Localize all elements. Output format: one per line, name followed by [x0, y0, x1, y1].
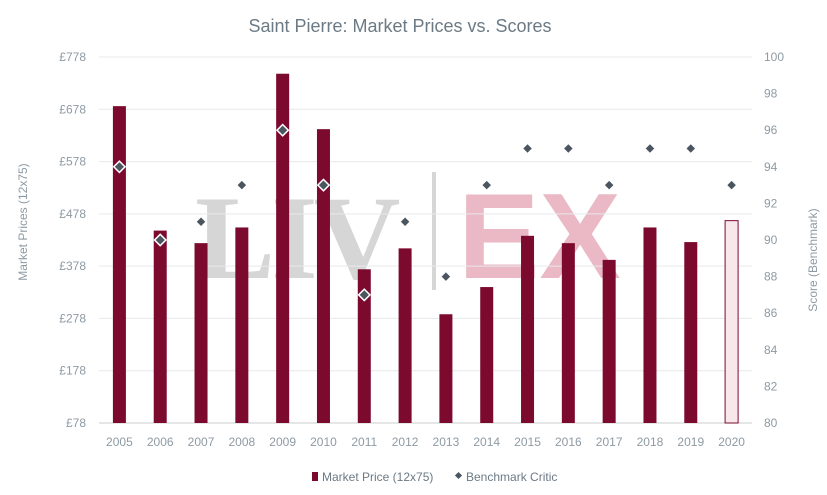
legend-swatch-market-price	[312, 472, 318, 481]
bar[interactable]	[643, 227, 657, 423]
chart-title: Saint Pierre: Market Prices vs. Scores	[248, 16, 551, 36]
score-point[interactable]	[153, 233, 167, 247]
x-tick-label: 2018	[637, 435, 664, 449]
right-tick-label: 88	[764, 270, 778, 284]
score-point[interactable]	[564, 144, 573, 153]
left-tick-label: £178	[59, 364, 86, 378]
right-axis-title: Score (Benchmark)	[806, 208, 820, 311]
score-point[interactable]	[482, 180, 491, 190]
right-tick-label: 100	[764, 50, 784, 64]
score-point[interactable]	[523, 144, 532, 153]
score-point[interactable]	[645, 144, 655, 153]
x-tick-label: 2006	[147, 435, 174, 449]
right-tick-label: 92	[764, 196, 778, 210]
right-tick-label: 84	[764, 343, 778, 357]
legend-label-benchmark-critic[interactable]: Benchmark Critic	[466, 470, 557, 484]
right-tick-label: 94	[764, 160, 778, 174]
bar[interactable]	[521, 235, 535, 423]
score-point[interactable]	[441, 272, 451, 281]
bar[interactable]	[194, 243, 208, 423]
score-point[interactable]	[400, 217, 410, 226]
score-point[interactable]	[275, 123, 290, 137]
right-tick-label: 98	[764, 87, 778, 101]
bar[interactable]	[724, 220, 739, 424]
x-tick-label: 2010	[310, 435, 337, 449]
bar[interactable]	[480, 287, 494, 423]
left-axis-title: Market Prices (12x75)	[16, 163, 30, 280]
bar[interactable]	[112, 106, 126, 424]
x-tick-label: 2017	[596, 435, 623, 449]
x-tick-label: 2011	[351, 435, 377, 449]
left-tick-label: £578	[59, 155, 86, 169]
bar[interactable]	[357, 269, 371, 423]
legend: Market Price (12x75) Benchmark Critic	[312, 470, 557, 484]
left-tick-label: £778	[59, 50, 86, 64]
x-tick-label: 2012	[392, 435, 419, 449]
bar[interactable]	[276, 73, 290, 423]
bar[interactable]	[439, 314, 453, 423]
bar-series	[112, 73, 739, 424]
bar[interactable]	[316, 129, 330, 423]
x-axis-ticks: 2005 2006 2007 2008 2009 2010 2011 2012 2013 2014…	[106, 435, 745, 449]
right-tick-label: 82	[764, 379, 778, 393]
score-point[interactable]	[686, 144, 696, 153]
x-tick-label: 2007	[188, 435, 215, 449]
grid	[99, 56, 752, 424]
left-tick-label: £678	[59, 102, 86, 116]
x-tick-label: 2020	[718, 435, 745, 449]
legend-swatch-benchmark-critic	[454, 471, 463, 480]
score-point[interactable]	[112, 160, 127, 174]
x-tick-label: 2009	[269, 435, 296, 449]
legend-label-market-price[interactable]: Market Price (12x75)	[322, 470, 433, 484]
liv-ex-watermark-logo: LIV EX	[195, 168, 621, 304]
left-axis-ticks: £78 £178 £278 £378 £478 £578 £678 £778	[59, 50, 86, 430]
bar[interactable]	[398, 248, 412, 423]
bar[interactable]	[235, 227, 249, 423]
x-tick-label: 2005	[106, 435, 133, 449]
bar[interactable]	[602, 259, 616, 423]
x-tick-label: 2016	[555, 435, 582, 449]
x-tick-label: 2015	[514, 435, 541, 449]
x-tick-label: 2014	[473, 435, 500, 449]
x-tick-label: 2019	[677, 435, 704, 449]
left-tick-label: £278	[59, 311, 86, 325]
right-tick-label: 86	[764, 306, 778, 320]
left-tick-label: £378	[59, 259, 86, 273]
left-tick-label: £478	[59, 207, 86, 221]
x-tick-label: 2008	[228, 435, 255, 449]
score-point[interactable]	[316, 178, 331, 192]
score-point[interactable]	[357, 288, 371, 302]
bar[interactable]	[684, 242, 698, 423]
score-point[interactable]	[237, 180, 247, 190]
right-tick-label: 96	[764, 123, 778, 137]
right-tick-label: 90	[764, 233, 778, 247]
bar[interactable]	[561, 243, 575, 423]
svg-text:EX: EX	[458, 168, 621, 304]
score-point[interactable]	[196, 217, 206, 226]
left-tick-label: £78	[66, 416, 86, 430]
bar[interactable]	[153, 230, 167, 423]
right-tick-label: 80	[764, 416, 778, 430]
x-tick-label: 2013	[433, 435, 460, 449]
score-point[interactable]	[727, 180, 736, 190]
right-axis-ticks: 80 82 84 86 88 90 92 94 96 98 100	[764, 50, 784, 430]
